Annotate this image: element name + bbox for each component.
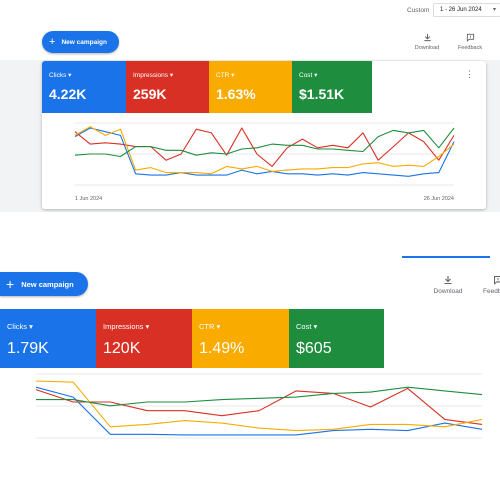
metric-tile-cost[interactable]: Cost ▾ $605 xyxy=(289,309,384,368)
metric-tile-ctr[interactable]: CTR ▾ 1.63% xyxy=(209,61,292,113)
feedback-label: Feedback xyxy=(457,45,483,51)
metric-tile-cost[interactable]: Cost ▾ $1.51K xyxy=(292,61,372,113)
series-line-2 xyxy=(35,380,483,432)
download-label: Download xyxy=(414,45,440,51)
metric-value: 1.63% xyxy=(216,86,256,102)
metric-label: Clicks ▾ xyxy=(7,322,33,331)
feedback-icon xyxy=(494,276,500,285)
performance-card-1: Clicks ▾ 4.22K Impressions ▾ 259K CTR ▾ … xyxy=(42,61,486,209)
metric-tile-clicks[interactable]: Clicks ▾ 1.79K xyxy=(0,309,96,368)
series-line-1 xyxy=(35,387,483,425)
metric-value: 259K xyxy=(133,86,167,102)
chevron-down-icon: ▾ xyxy=(492,7,496,13)
metric-value: 120K xyxy=(103,340,141,357)
metric-label: CTR ▾ xyxy=(216,72,235,79)
date-range-label: Custom xyxy=(407,7,430,14)
metric-tile-impressions[interactable]: Impressions ▾ 120K xyxy=(96,309,192,368)
x-axis-end-label: 26 Jun 2024 xyxy=(424,196,454,202)
performance-chart-1: 1 Jun 2024 26 Jun 2024 xyxy=(74,122,455,202)
overview-panel-2: + New campaign Download Feedback Clicks … xyxy=(0,258,500,468)
download-label: Download xyxy=(433,288,463,295)
series-line-2 xyxy=(74,126,455,175)
page-bottom xyxy=(0,468,500,500)
feedback-button[interactable]: Feedback xyxy=(480,275,500,295)
metric-label: CTR ▾ xyxy=(199,322,221,331)
feedback-icon xyxy=(466,33,474,42)
metric-value: $1.51K xyxy=(299,86,345,102)
date-range-value: 1 - 26 Jun 2024 xyxy=(440,7,482,13)
metric-value: 1.49% xyxy=(199,340,245,357)
metric-tile-clicks[interactable]: Clicks ▾ 4.22K xyxy=(42,61,126,113)
feedback-label: Feedback xyxy=(483,288,500,295)
overview-panel-1: Custom 1 - 26 Jun 2024 ▾ + New campaign … xyxy=(0,0,500,212)
date-range-select[interactable]: 1 - 26 Jun 2024 ▾ xyxy=(433,3,500,17)
metric-label: Cost ▾ xyxy=(299,72,318,79)
more-options-icon[interactable]: ⋮ xyxy=(465,69,474,79)
performance-chart-2 xyxy=(35,373,483,439)
new-campaign-button[interactable]: + New campaign xyxy=(42,31,119,53)
new-campaign-label: New campaign xyxy=(21,279,74,289)
download-icon xyxy=(444,276,452,285)
header-bar: Custom 1 - 26 Jun 2024 ▾ + New campaign … xyxy=(0,0,500,60)
new-campaign-button[interactable]: + New campaign xyxy=(0,272,88,296)
new-campaign-label: New campaign xyxy=(61,38,107,46)
metric-value: $605 xyxy=(296,340,332,357)
series-line-0 xyxy=(74,127,455,177)
plus-icon: + xyxy=(6,276,15,292)
x-axis-start-label: 1 Jun 2024 xyxy=(75,196,102,202)
metric-label: Clicks ▾ xyxy=(49,72,72,79)
section-divider xyxy=(0,212,500,258)
series-line-3 xyxy=(36,386,483,407)
metric-label: Impressions ▾ xyxy=(103,322,150,331)
feedback-button[interactable]: Feedback xyxy=(455,33,485,51)
download-button[interactable]: Download xyxy=(432,275,464,295)
series-line-3 xyxy=(74,127,455,158)
metric-value: 4.22K xyxy=(49,86,87,102)
download-button[interactable]: Download xyxy=(414,33,440,51)
tab-indicator xyxy=(402,256,490,258)
series-line-0 xyxy=(35,386,483,436)
metric-label: Impressions ▾ xyxy=(133,72,174,79)
metric-value: 1.79K xyxy=(7,340,49,357)
plus-icon: + xyxy=(49,35,56,48)
metric-tile-impressions[interactable]: Impressions ▾ 259K xyxy=(126,61,209,113)
metric-tile-ctr[interactable]: CTR ▾ 1.49% xyxy=(192,309,289,368)
download-icon xyxy=(423,33,431,42)
metric-label: Cost ▾ xyxy=(296,322,318,331)
